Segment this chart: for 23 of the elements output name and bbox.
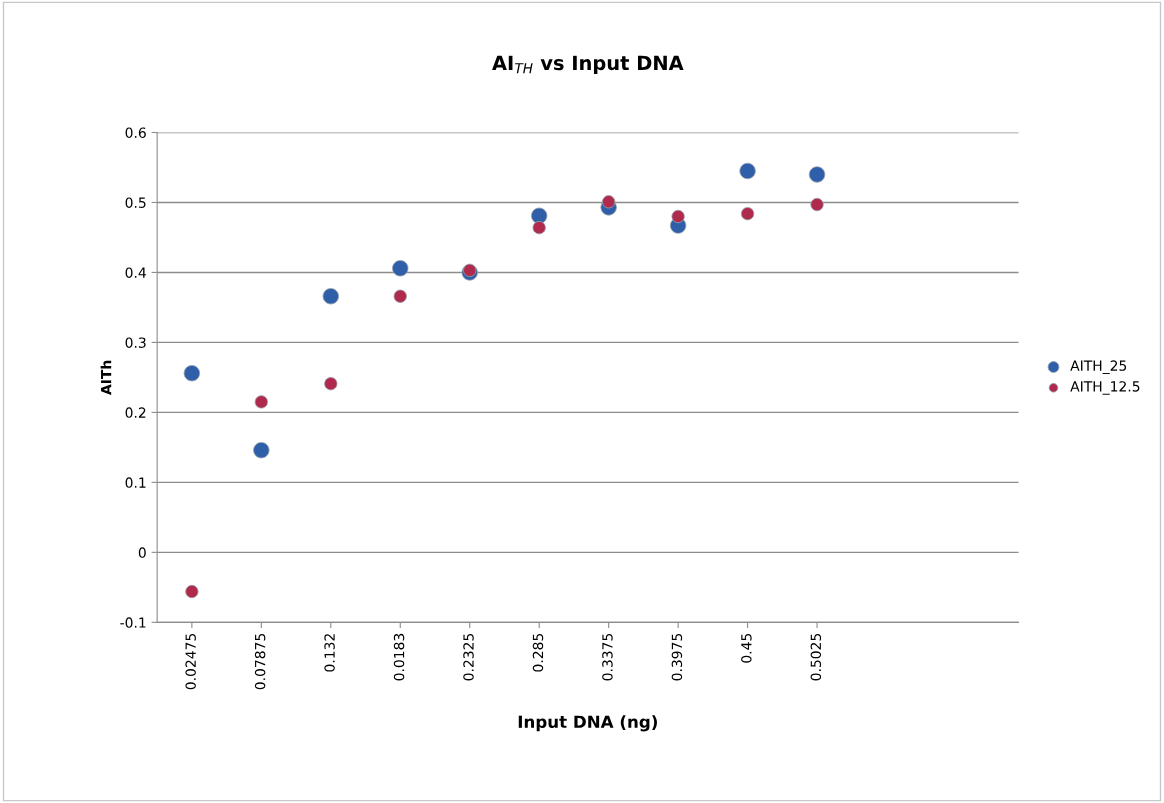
- y-tick-label: -0.1: [120, 617, 146, 628]
- x-tick-label: 0.3975: [671, 633, 683, 681]
- x-axis-title: Input DNA (ng): [518, 715, 657, 732]
- legend-label: AITH_12.5: [1070, 381, 1140, 395]
- y-tick-label: 0.2: [125, 407, 146, 418]
- legend-label: AITH_25: [1070, 360, 1127, 374]
- y-tick-label: 0.6: [125, 127, 146, 138]
- y-tick-label: 0.4: [125, 267, 146, 278]
- y-tick-label: 0.1: [125, 477, 146, 488]
- y-tick-label: 0.5: [125, 197, 146, 208]
- x-tick-label: 0.132: [324, 634, 335, 672]
- x-tick-label: 0.3375: [602, 633, 613, 681]
- y-axis-title: AITh: [100, 360, 112, 395]
- x-tick-label: 0.07875: [254, 633, 266, 690]
- x-tick-label: 0.2325: [463, 633, 474, 681]
- x-tick-label: 0.285: [532, 633, 544, 672]
- y-tick-label: 0.3: [125, 337, 146, 348]
- x-tick-label: 0.0183: [393, 633, 405, 681]
- x-tick-label: 0.02475: [185, 633, 196, 690]
- chart-title: AI$_{TH}$ vs Input DNA: [492, 55, 684, 75]
- y-tick-label: 0: [138, 547, 146, 558]
- x-tick-label: 0.5025: [810, 633, 822, 681]
- x-tick-label: 0.45: [741, 633, 752, 663]
